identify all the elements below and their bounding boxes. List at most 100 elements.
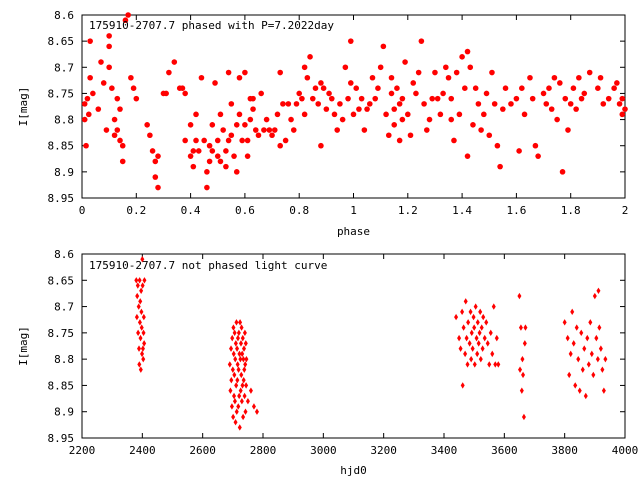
data-point bbox=[320, 85, 327, 91]
data-point bbox=[204, 184, 210, 191]
data-point bbox=[500, 106, 506, 112]
data-point bbox=[206, 142, 213, 149]
data-point bbox=[342, 64, 349, 71]
data-point bbox=[248, 387, 253, 394]
data-point bbox=[134, 277, 139, 284]
data-point bbox=[578, 95, 585, 102]
data-point bbox=[521, 371, 526, 379]
data-point bbox=[520, 355, 525, 363]
data-point bbox=[571, 340, 576, 347]
data-point bbox=[361, 127, 368, 133]
data-point bbox=[380, 43, 387, 50]
data-point bbox=[233, 340, 238, 347]
data-point bbox=[242, 366, 247, 373]
data-point bbox=[269, 132, 275, 139]
data-point bbox=[235, 376, 240, 384]
data-point bbox=[234, 382, 239, 389]
data-point bbox=[232, 392, 237, 400]
data-point bbox=[369, 74, 376, 81]
x-axis-label: phase bbox=[337, 225, 370, 238]
data-point bbox=[493, 361, 498, 368]
data-point bbox=[122, 17, 129, 24]
data-point bbox=[475, 101, 482, 107]
data-point bbox=[103, 127, 110, 133]
data-point bbox=[481, 313, 486, 321]
data-point bbox=[394, 85, 400, 91]
x-axis-label: hjd0 bbox=[340, 464, 367, 477]
data-point bbox=[451, 137, 457, 144]
x-tick-label: 0.2 bbox=[126, 204, 146, 217]
y-tick-label: 8.8 bbox=[54, 114, 74, 127]
data-point bbox=[522, 340, 527, 347]
axis-ticks: 2200 2400 2600 2800 3000 3200 3400 3600 3800 4000… bbox=[48, 248, 639, 457]
x-tick-label: 2800 bbox=[250, 444, 277, 457]
data-point bbox=[592, 292, 597, 300]
data-point bbox=[135, 282, 140, 289]
data-point bbox=[212, 80, 218, 86]
data-point bbox=[83, 142, 89, 149]
data-point bbox=[601, 387, 606, 394]
data-point bbox=[562, 95, 569, 102]
x-tick-label: 2400 bbox=[129, 444, 156, 457]
data-point bbox=[217, 111, 224, 118]
data-point bbox=[508, 101, 514, 107]
data-point bbox=[90, 90, 96, 97]
data-point bbox=[410, 80, 417, 86]
data-point bbox=[391, 106, 398, 112]
data-point bbox=[464, 334, 469, 342]
y-tick-label: 8.6 bbox=[54, 248, 74, 261]
data-point bbox=[282, 137, 289, 144]
data-point bbox=[472, 85, 479, 91]
data-point bbox=[494, 334, 499, 342]
data-point bbox=[478, 355, 483, 363]
data-point bbox=[488, 329, 493, 337]
data-point bbox=[454, 313, 459, 321]
data-point bbox=[600, 366, 605, 373]
data-point bbox=[106, 64, 112, 71]
data-point bbox=[190, 163, 197, 170]
data-point bbox=[242, 329, 247, 337]
data-point bbox=[141, 355, 146, 363]
data-point bbox=[251, 403, 256, 410]
data-point bbox=[239, 371, 244, 379]
data-point bbox=[429, 95, 436, 102]
data-point bbox=[312, 85, 319, 91]
data-point bbox=[597, 324, 602, 331]
data-point bbox=[266, 127, 273, 133]
data-point bbox=[565, 334, 570, 342]
data-point bbox=[582, 345, 587, 352]
data-point bbox=[240, 334, 245, 342]
y-tick-label: 8.9 bbox=[54, 406, 74, 419]
data-point bbox=[482, 334, 487, 342]
y-tick-label: 8.65 bbox=[48, 274, 75, 287]
data-point bbox=[119, 142, 126, 149]
data-point bbox=[87, 38, 93, 44]
data-point bbox=[554, 116, 560, 123]
data-point bbox=[236, 329, 241, 337]
data-point bbox=[225, 69, 232, 76]
data-point bbox=[214, 153, 221, 159]
data-point bbox=[225, 137, 232, 144]
data-point bbox=[233, 169, 240, 175]
data-point bbox=[485, 340, 490, 347]
data-point bbox=[293, 101, 300, 107]
data-point bbox=[523, 324, 528, 331]
data-point bbox=[301, 64, 308, 71]
data-point bbox=[591, 371, 596, 379]
data-point bbox=[206, 158, 213, 165]
data-point bbox=[241, 345, 246, 352]
data-point bbox=[187, 122, 194, 128]
data-point bbox=[117, 106, 123, 112]
data-point bbox=[81, 116, 88, 123]
data-point bbox=[484, 319, 489, 326]
data-point bbox=[114, 127, 121, 133]
data-point bbox=[611, 85, 617, 91]
data-point bbox=[100, 80, 107, 86]
data-point bbox=[585, 334, 590, 342]
data-point bbox=[579, 329, 584, 337]
data-point bbox=[567, 371, 572, 379]
data-point bbox=[296, 90, 303, 97]
data-point bbox=[595, 355, 600, 363]
data-point bbox=[576, 74, 582, 81]
